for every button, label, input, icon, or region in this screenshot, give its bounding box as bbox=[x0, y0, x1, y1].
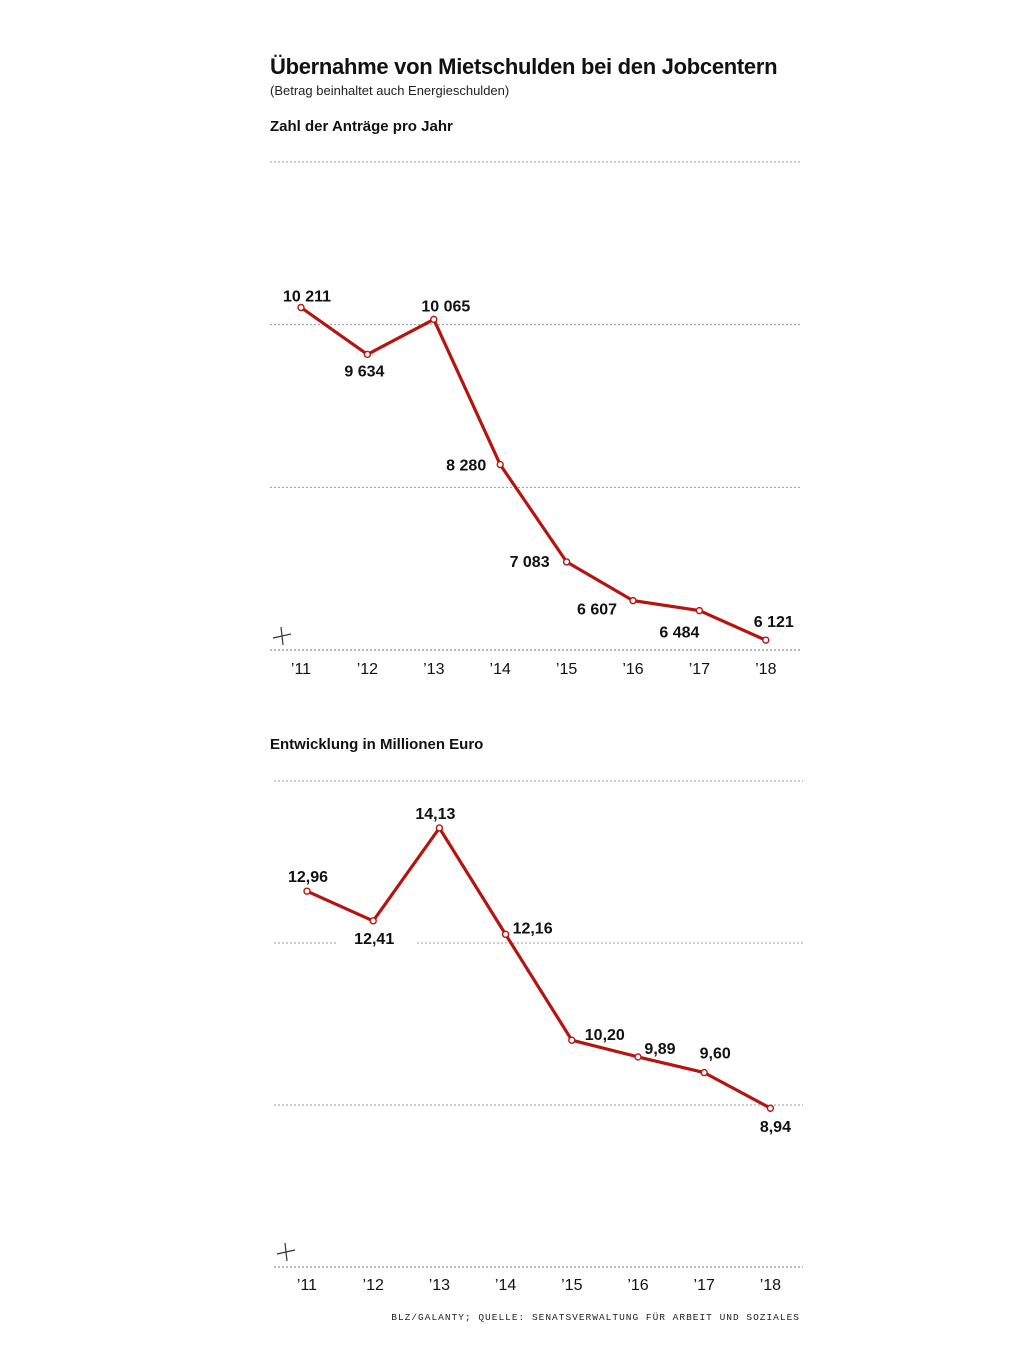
x-tick-label: ’14 bbox=[490, 661, 511, 678]
data-label: 8 280 bbox=[446, 458, 486, 475]
x-tick-label: ’12 bbox=[357, 661, 378, 678]
data-point bbox=[297, 303, 305, 312]
x-tick-label: ’14 bbox=[495, 1277, 516, 1294]
data-point bbox=[363, 350, 372, 359]
data-point bbox=[766, 1104, 775, 1112]
x-tick-label: ’18 bbox=[760, 1277, 781, 1294]
chart-title: Übernahme von Mietschulden bei den Jobce… bbox=[270, 54, 778, 79]
data-label: 10 211 bbox=[283, 289, 331, 306]
x-tick-label: ’13 bbox=[429, 1277, 450, 1294]
x-tick-label: ’11 bbox=[297, 1277, 317, 1294]
data-label: 12,41 bbox=[354, 931, 394, 948]
x-tick-label: ’17 bbox=[694, 1277, 715, 1294]
x-tick-label: ’15 bbox=[561, 1277, 582, 1294]
data-point bbox=[562, 558, 571, 566]
x-tick-label: ’16 bbox=[622, 661, 643, 678]
data-point bbox=[303, 887, 311, 895]
data-label: 10,20 bbox=[585, 1027, 625, 1044]
axis-break-icon bbox=[272, 626, 292, 646]
data-label: 6 484 bbox=[659, 625, 699, 642]
axis-break-icon bbox=[276, 1242, 296, 1262]
data-point bbox=[496, 460, 504, 469]
data-label: 12,16 bbox=[513, 920, 553, 937]
data-label: 9,89 bbox=[644, 1041, 675, 1058]
data-label: 6 121 bbox=[754, 614, 794, 631]
data-point bbox=[501, 930, 510, 939]
data-label: 9,60 bbox=[700, 1046, 731, 1063]
x-tick-label: ’16 bbox=[627, 1277, 648, 1294]
x-tick-label: ’11 bbox=[291, 661, 311, 678]
data-point bbox=[369, 917, 377, 925]
chart-1-title: Zahl der Anträge pro Jahr bbox=[270, 118, 453, 135]
data-point bbox=[634, 1053, 642, 1061]
data-point bbox=[568, 1036, 576, 1044]
x-tick-label: ’15 bbox=[556, 661, 577, 678]
data-label: 7 083 bbox=[510, 554, 550, 571]
euro-line-chart: 12,96 12,41 14,13 12,16 10,20 9,89 9,60 8,94 ’11… bbox=[274, 780, 803, 1294]
data-point bbox=[762, 636, 770, 644]
x-tick-label: ’12 bbox=[363, 1277, 384, 1294]
data-point bbox=[700, 1068, 708, 1077]
data-point bbox=[695, 606, 704, 615]
data-label: 6 607 bbox=[577, 602, 617, 619]
data-label: 14,13 bbox=[415, 806, 455, 823]
source-note: BLZ/GALANTY; QUELLE: SENATSVERWALTUNG FÜ… bbox=[391, 1312, 800, 1323]
data-point bbox=[435, 824, 444, 832]
data-point bbox=[629, 596, 637, 605]
x-tick-label: ’17 bbox=[689, 661, 710, 678]
data-label: 10 065 bbox=[421, 298, 470, 315]
data-point bbox=[430, 315, 438, 324]
chart-subtitle: (Betrag beinhaltet auch Energieschulden) bbox=[270, 83, 510, 98]
x-tick-label: ’13 bbox=[423, 661, 444, 678]
data-label: 9 634 bbox=[344, 363, 384, 380]
series-line bbox=[300, 306, 767, 642]
applications-line-chart: 10 211 9 634 10 065 8 280 7 083 6 607 6 484 6 1… bbox=[270, 161, 800, 678]
x-tick-label: ’18 bbox=[755, 661, 776, 678]
data-label: 8,94 bbox=[760, 1119, 791, 1136]
chart-2-title: Entwicklung in Millionen Euro bbox=[270, 736, 484, 753]
data-label: 12,96 bbox=[288, 869, 328, 886]
series-line bbox=[306, 826, 772, 1110]
